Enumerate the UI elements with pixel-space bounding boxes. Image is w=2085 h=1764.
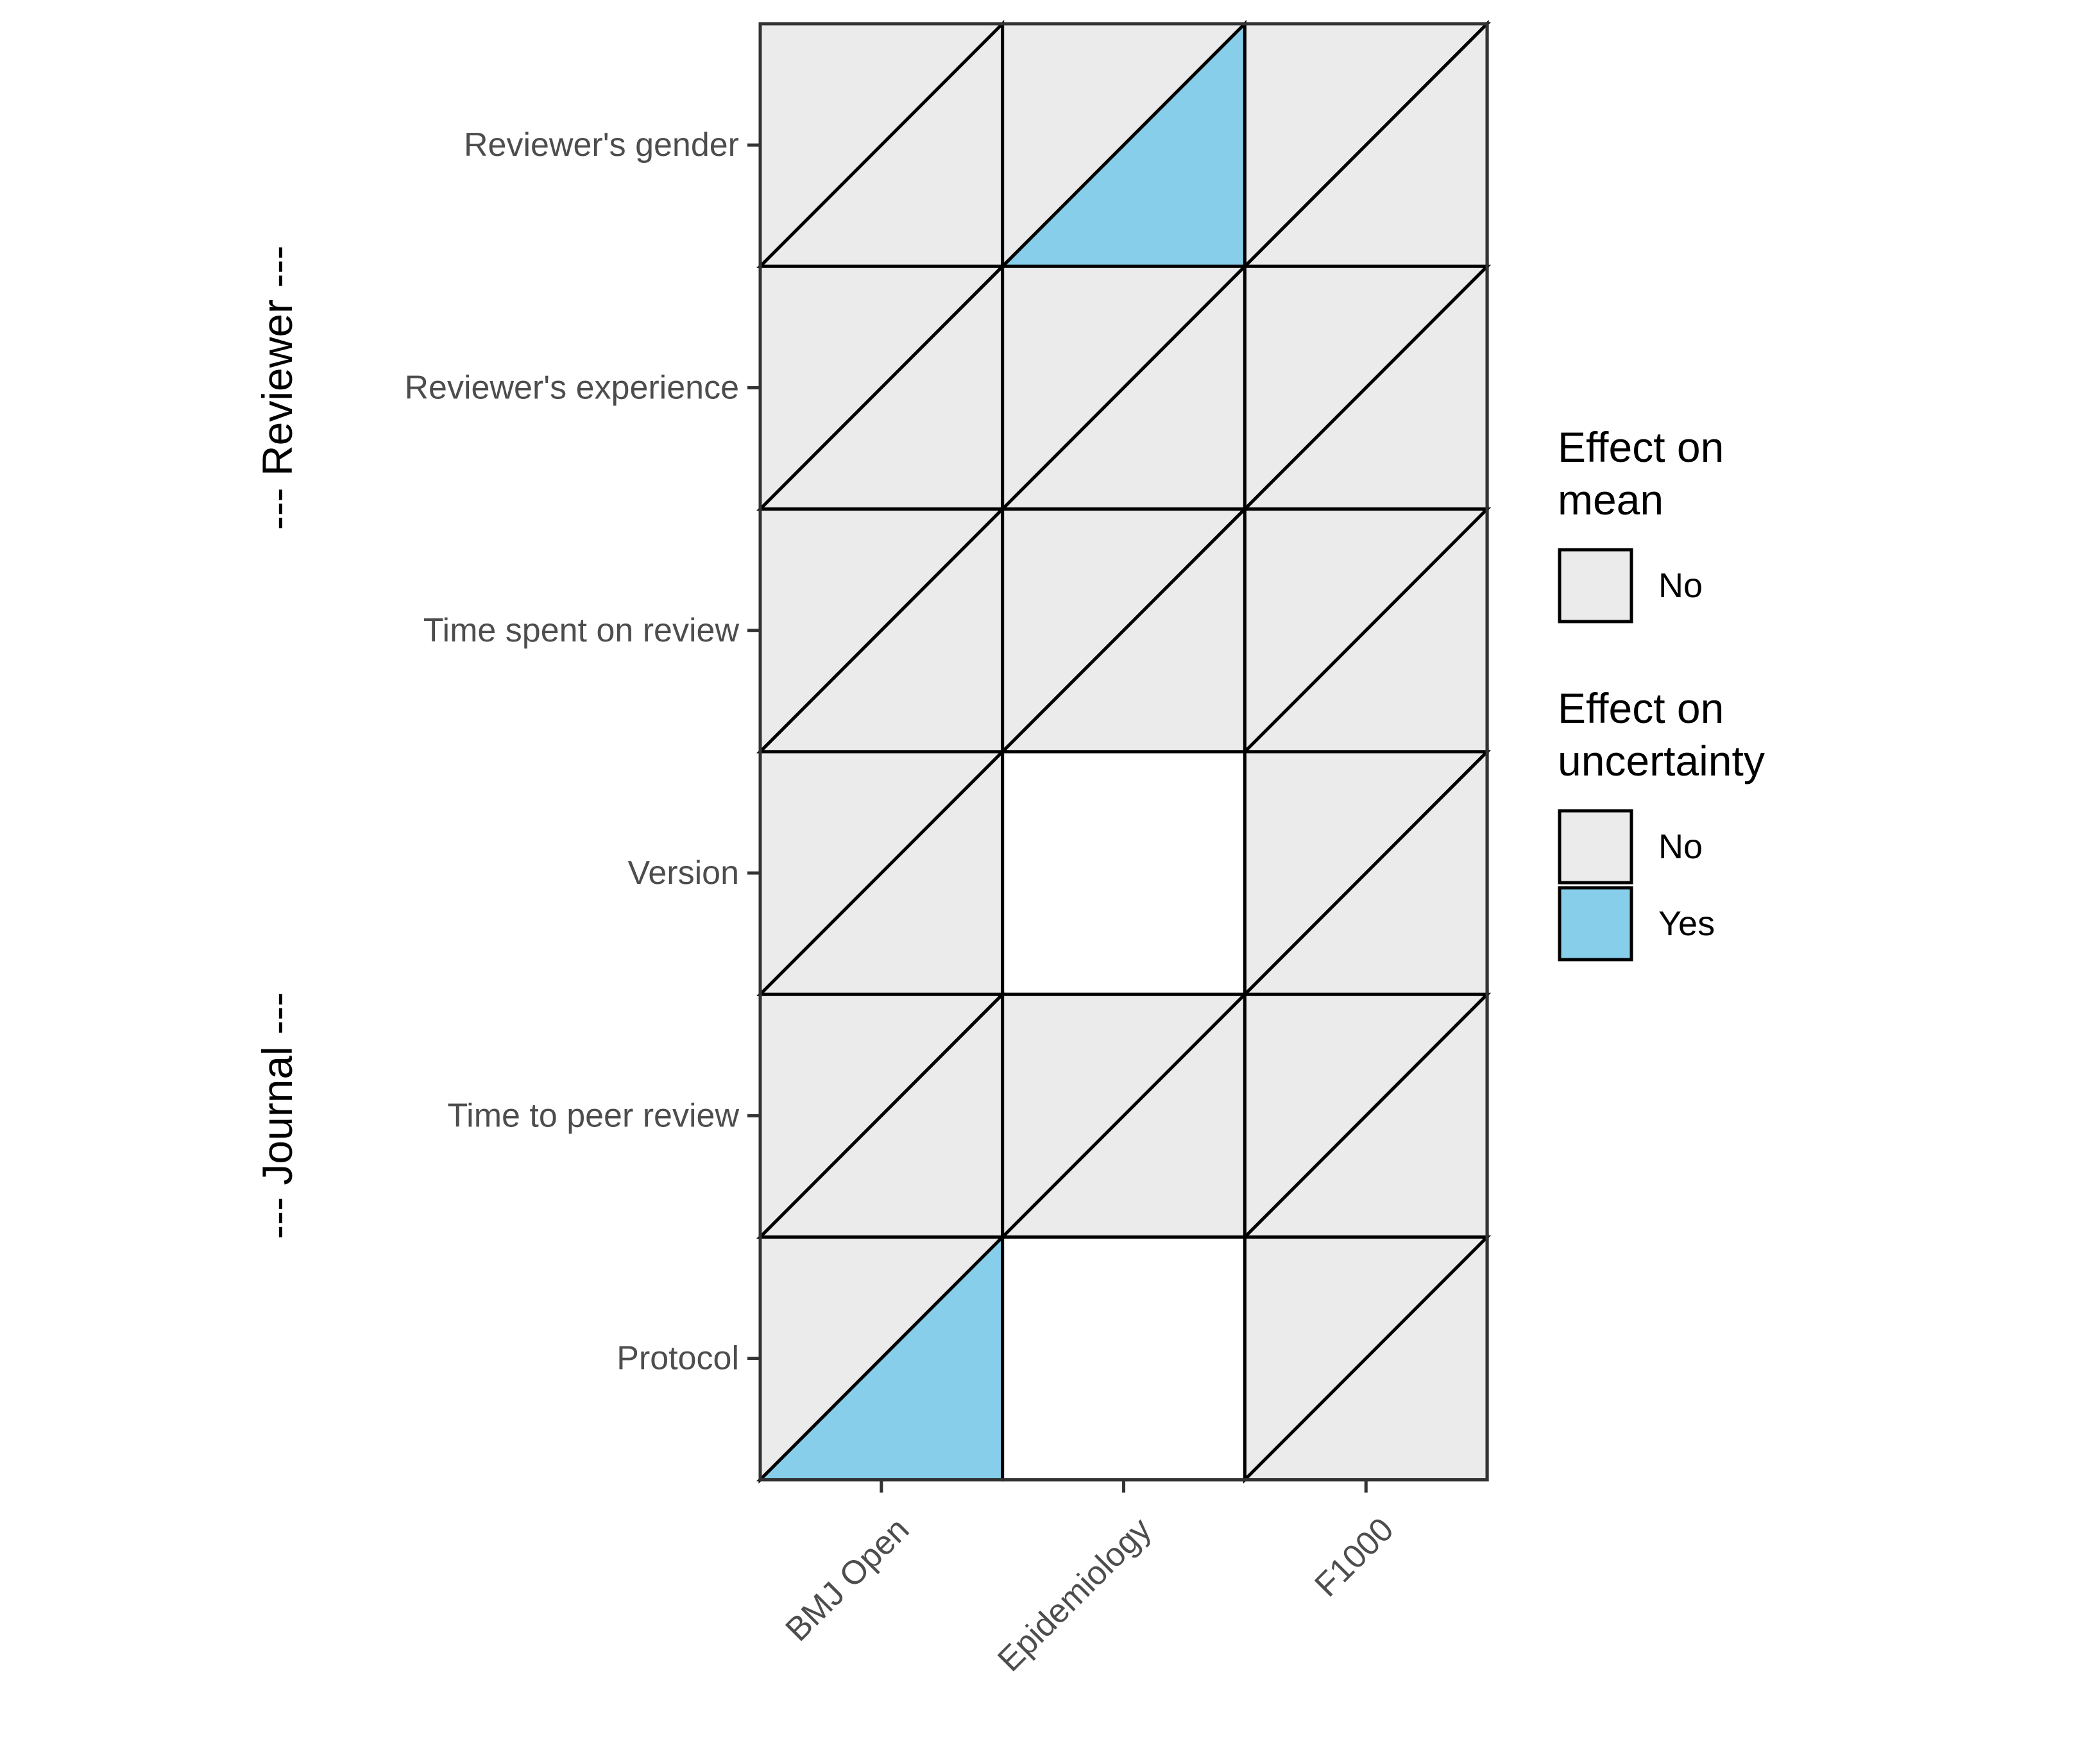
row-group-labels: --- Reviewer --- --- Journal --- xyxy=(253,246,301,1239)
y-tick-label-protocol: Protocol xyxy=(617,1340,739,1377)
row-group-label-1: --- Journal --- xyxy=(253,992,301,1239)
y-tick-label-reviewer-s-gender: Reviewer's gender xyxy=(464,126,739,164)
x-tick-label-f1000: F1000 xyxy=(1307,1511,1400,1604)
legend-title-0: Effect on mean xyxy=(1558,423,1724,523)
row-group-label-0: --- Reviewer --- xyxy=(253,246,301,530)
legend-key-1-yes xyxy=(1558,886,1633,962)
cell-version-epidemiology-empty xyxy=(1001,750,1247,996)
legend-title-line: uncertainty xyxy=(1558,737,1765,784)
legend-label-1-no: No xyxy=(1658,827,1703,866)
y-tick-label-time-to-peer-review: Time to peer review xyxy=(447,1097,739,1134)
legend-key-0-no xyxy=(1558,548,1633,623)
y-tick-label-reviewer-s-experience: Reviewer's experience xyxy=(405,369,740,406)
legend-title-line: Effect on xyxy=(1558,684,1724,732)
y-tick-label-time-spent-on-review: Time spent on review xyxy=(423,612,740,649)
legend-key-1-no xyxy=(1558,809,1633,885)
legend: Effect on mean No Effect on uncertainty No Yes xyxy=(1558,423,1765,962)
legend-title-line: mean xyxy=(1558,476,1664,523)
heatmap-cells xyxy=(756,19,1492,1484)
legend-title-1: Effect on uncertainty xyxy=(1558,684,1765,784)
x-tick-label-bmj-open: BMJ Open xyxy=(779,1511,917,1649)
y-axis: Reviewer's gender Reviewer's experience Ti… xyxy=(405,126,760,1377)
y-tick-label-version: Version xyxy=(628,854,739,892)
legend-title-line: Effect on xyxy=(1558,423,1724,471)
x-tick-label-epidemiology: Epidemiology xyxy=(991,1511,1159,1679)
legend-label-1-yes: Yes xyxy=(1658,904,1715,943)
cell-protocol-epidemiology-empty xyxy=(1001,1235,1247,1482)
legend-label-0-no: No xyxy=(1658,566,1703,605)
x-axis: BMJ Open Epidemiology F1000 xyxy=(779,1479,1401,1679)
